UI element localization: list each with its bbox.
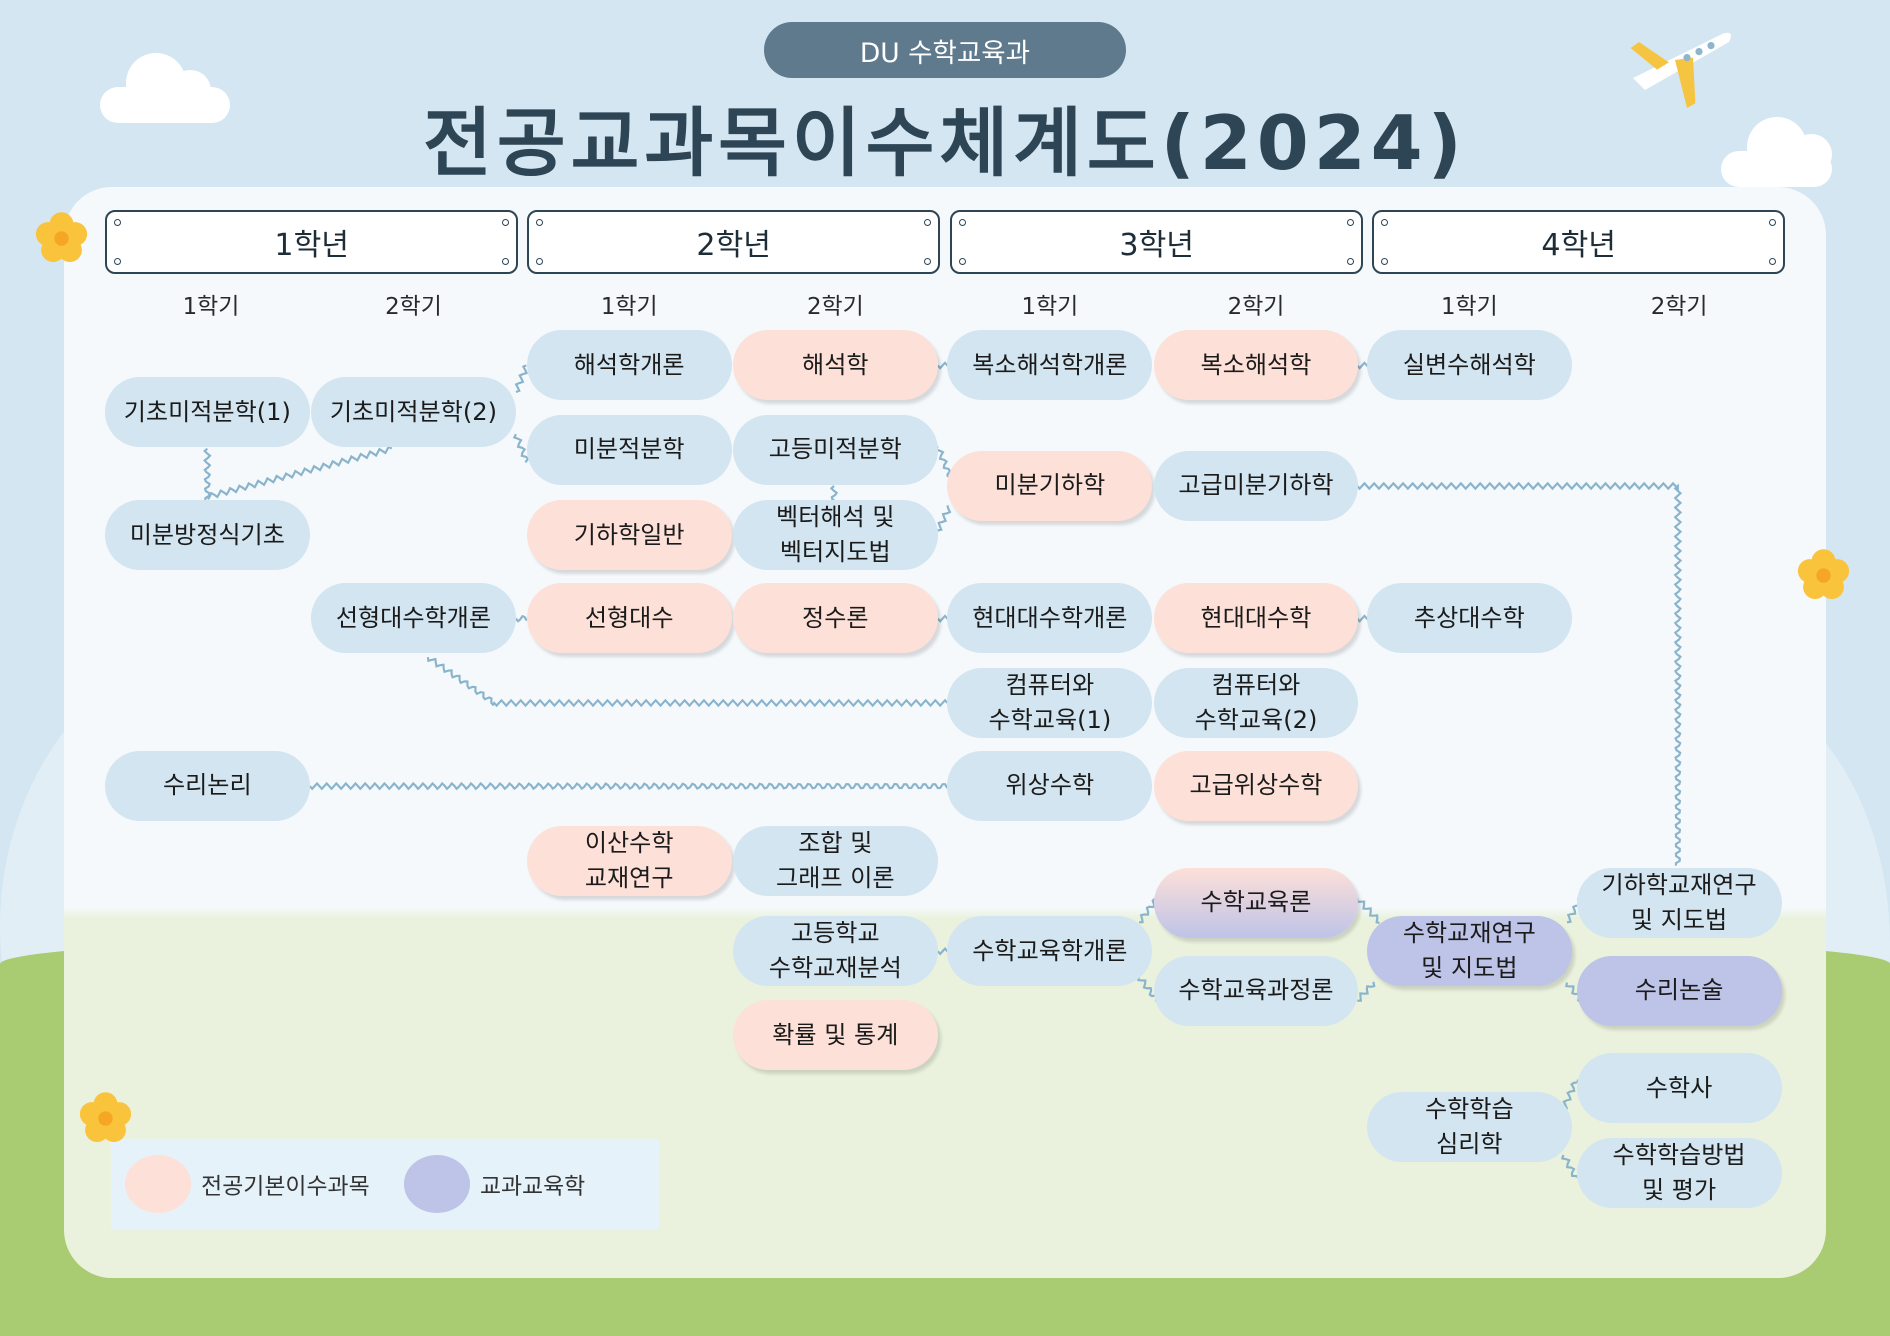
connector-line	[426, 657, 949, 708]
semester-label: 1학기	[600, 293, 658, 320]
connector-line	[515, 614, 528, 623]
connector-line	[308, 781, 949, 791]
course-node: 수학사	[1576, 1053, 1782, 1124]
connector-line	[1138, 897, 1159, 924]
course-node: 수학학습 심리학	[1366, 1092, 1572, 1162]
course-node: 고등학교 수학교재분석	[732, 916, 938, 986]
connector-line	[1562, 1079, 1579, 1111]
course-node: 고급미분기하학	[1153, 450, 1359, 521]
course-node: 기하학교재연구 및 지도법	[1576, 867, 1782, 938]
course-node: 고급위상수학	[1153, 750, 1359, 821]
course-node: 현대대수학	[1153, 583, 1359, 654]
course-node: 수학교재연구 및 지도법	[1366, 916, 1572, 986]
course-node: 벡터해석 및 벡터지도법	[732, 500, 938, 571]
year-label: 4학년	[1541, 227, 1617, 263]
course-node: 수학학습방법 및 평가	[1576, 1137, 1782, 1208]
year-1-header: 1학년	[105, 209, 519, 274]
course-node: 현대대수학개론	[947, 583, 1153, 654]
flower-icon	[35, 212, 87, 263]
course-node: 미분적분학	[526, 414, 732, 485]
course-node: 추상대수학	[1366, 583, 1572, 654]
connector-line	[1357, 981, 1376, 1002]
airplane-icon	[1630, 32, 1731, 108]
course-node: 선형대수	[526, 583, 732, 654]
department-badge: DU 수학교육과	[764, 21, 1126, 79]
course-node: 해석학개론	[526, 330, 732, 401]
course-node: 수학교육학개론	[947, 916, 1153, 986]
connector-line	[512, 433, 530, 463]
semester-label: 1학기	[1440, 293, 1498, 320]
course-node: 수리논리	[104, 750, 310, 821]
course-node: 실변수해석학	[1366, 330, 1572, 401]
year-2-header: 2학년	[527, 209, 941, 274]
flower-icon	[1797, 549, 1850, 600]
semester-label: 1학기	[1021, 293, 1079, 320]
semester-label: 2학기	[1650, 293, 1708, 320]
course-node: 확률 및 통계	[732, 1000, 938, 1071]
semester-label: 2학기	[1227, 293, 1285, 320]
course-node: 복소해석학	[1153, 330, 1359, 401]
page-title: 전공교과목이수체계도(2024)	[423, 99, 1467, 187]
connector-line	[937, 505, 952, 532]
course-node: 고등미적분학	[732, 414, 938, 485]
connector-line	[934, 445, 952, 478]
legend-label: 전공기본이수과목	[201, 1174, 370, 1201]
course-node: 복소해석학개론	[947, 330, 1153, 401]
semester-label: 2학기	[806, 293, 864, 320]
connector-line	[1560, 1154, 1580, 1179]
semester-label: 1학기	[182, 293, 240, 320]
course-node: 수리논술	[1576, 955, 1782, 1026]
course-node: 미분기하학	[947, 450, 1153, 521]
connector-line	[829, 485, 839, 503]
connector-line	[1356, 481, 1683, 866]
course-node: 해석학	[732, 330, 938, 401]
year-3-header: 3학년	[950, 209, 1364, 274]
connector-line	[1355, 898, 1380, 924]
course-node: 선형대수학개론	[310, 583, 516, 654]
course-node: 정수론	[732, 583, 938, 654]
cloud-icon	[100, 53, 230, 123]
course-node: 미분방정식기초	[104, 500, 310, 571]
course-node: 수학교육과정론	[1153, 955, 1359, 1026]
legend-label: 교과교육학	[479, 1174, 586, 1201]
semester-label: 2학기	[385, 293, 442, 320]
course-node: 기하학일반	[526, 500, 732, 571]
legend-swatch-purple	[403, 1155, 470, 1214]
course-node: 기초미적분학(2)	[310, 377, 516, 448]
year-label: 3학년	[1119, 227, 1195, 263]
legend: 전공기본이수과목 교과교육학	[110, 1139, 660, 1230]
connector-line	[203, 447, 212, 501]
connector-line	[514, 364, 528, 393]
connector-line	[207, 445, 393, 500]
year-4-header: 4학년	[1372, 209, 1786, 274]
course-node: 컴퓨터와 수학교육(2)	[1153, 667, 1359, 738]
legend-swatch-pink	[124, 1155, 192, 1214]
course-node: 수학교육론	[1153, 867, 1359, 938]
year-label: 1학년	[274, 227, 350, 263]
flower-icon	[80, 1092, 132, 1142]
cloud-icon	[1721, 117, 1832, 187]
year-label: 2학년	[696, 227, 772, 263]
course-node: 위상수학	[947, 750, 1153, 821]
course-node: 이산수학 교재연구	[526, 825, 732, 896]
course-node: 컴퓨터와 수학교육(1)	[947, 667, 1153, 738]
course-node: 조합 및 그래프 이론	[732, 825, 938, 896]
course-node: 기초미적분학(1)	[104, 377, 310, 448]
